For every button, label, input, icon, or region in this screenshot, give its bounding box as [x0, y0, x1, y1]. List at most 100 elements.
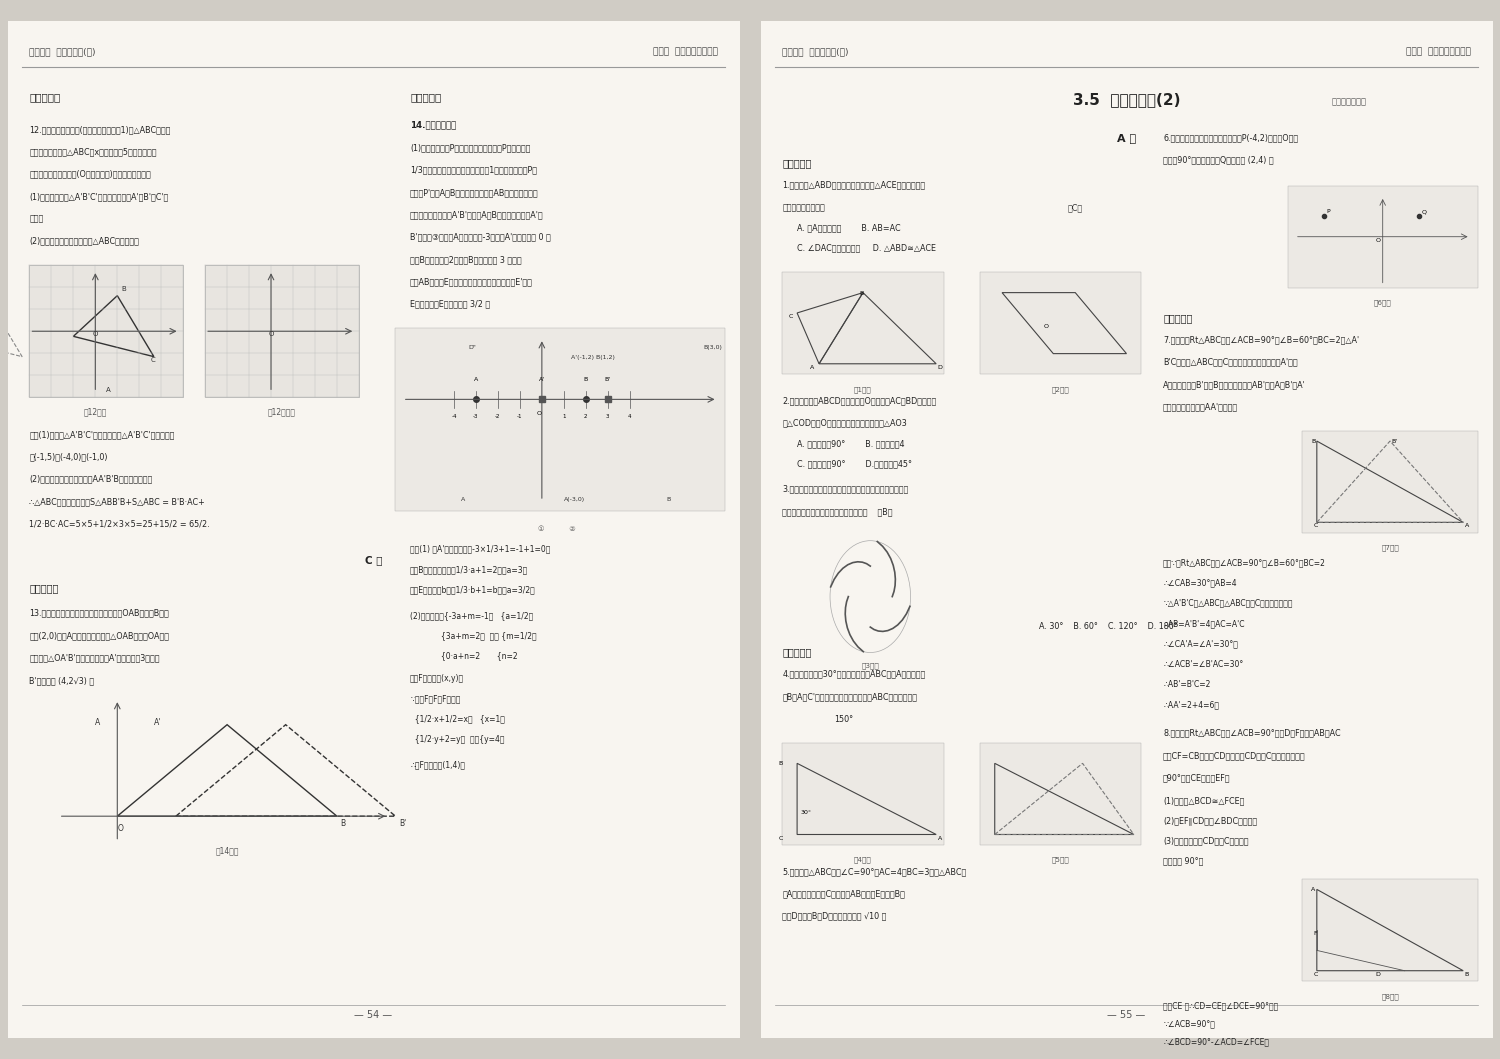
- Text: (2)由平移的性质可知，知边AA'B'B是平行四边形。: (2)由平移的性质可知，知边AA'B'B是平行四边形。: [30, 474, 153, 484]
- Text: C: C: [1312, 523, 1317, 528]
- Text: {1/2·x+1/2=x，   {x=1，: {1/2·x+1/2=x， {x=1，: [410, 715, 506, 723]
- Text: ∴AB'=B'C=2: ∴AB'=B'C=2: [1162, 680, 1210, 689]
- Text: 在同一条直线上，求AA'的长度。: 在同一条直线上，求AA'的长度。: [1162, 402, 1238, 411]
- Text: ∴∠CAB=30°，AB=4: ∴∠CAB=30°，AB=4: [1162, 578, 1236, 588]
- Text: 1/3，再把所得数对应的点向右平移1个单位，得到点P的: 1/3，再把所得数对应的点向右平移1个单位，得到点P的: [410, 165, 537, 175]
- Text: 5.如图，在△ABC中，∠C=90°，AC=4，BC=3，将△ABC绕: 5.如图，在△ABC中，∠C=90°，AC=4，BC=3，将△ABC绕: [783, 867, 966, 876]
- Text: 为(-1,5)、(-4,0)、(-1,0): 为(-1,5)、(-4,0)、(-1,0): [30, 452, 108, 462]
- Text: ∵△A'B'C与△ABC合△ABC是点C旋转时的关系列: ∵△A'B'C与△ABC合△ABC是点C旋转时的关系列: [1162, 598, 1293, 608]
- Text: {3a+m=2，  和解 {m=1/2，: {3a+m=2， 和解 {m=1/2，: [410, 631, 537, 640]
- Text: E重合，则点E表示的数是 3/2 。: E重合，则点E表示的数是 3/2 。: [410, 300, 491, 309]
- Bar: [1302, 879, 1478, 981]
- Text: B'C可以由△ABC绕点C顺时针旋转得到，其中点A'与点: B'C可以由△ABC绕点C顺时针旋转得到，其中点A'与点: [1162, 358, 1298, 366]
- Text: 针旋转90°，则其对应点Q的坐标为 (2,4) 。: 针旋转90°，则其对应点Q的坐标为 (2,4) 。: [1162, 156, 1274, 164]
- Text: C: C: [789, 315, 792, 319]
- Text: ∴△ABC扫过的面积等于S△ABB'B+S△ABC = B'B·AC+: ∴△ABC扫过的面积等于S△ABB'B+S△ABC = B'B·AC+: [30, 497, 206, 506]
- Text: D: D: [938, 365, 942, 370]
- Text: 13.如图，在平面直角坐标系中，正三角形OAB的顶点B的坐: 13.如图，在平面直角坐标系中，正三角形OAB的顶点B的坐: [30, 609, 170, 617]
- FancyBboxPatch shape: [8, 21, 740, 1038]
- Text: -4: -4: [452, 414, 458, 418]
- Text: 1.如图，将△ABD沿逆时针方向旋转到△ACE的位置，下列: 1.如图，将△ABD沿逆时针方向旋转到△ACE的位置，下列: [783, 181, 926, 190]
- Text: {1/2·y+2=y，  解得{y=4。: {1/2·y+2=y， 解得{y=4。: [410, 735, 504, 743]
- Text: O: O: [268, 331, 273, 338]
- Text: 4: 4: [628, 414, 632, 418]
- Text: ∴点F的重影点(1,4)。: ∴点F的重影点(1,4)。: [410, 760, 465, 769]
- Text: -3: -3: [472, 414, 478, 418]
- Text: O: O: [117, 825, 123, 833]
- Text: 向平移至△OA'B'的位置，此时点A'的横坐标为3，则点: 向平移至△OA'B'的位置，此时点A'的横坐标为3，则点: [30, 653, 160, 663]
- Text: 8.如图，在Rt△ABC中，∠ACB=90°，点D、F分别在AB、AC: 8.如图，在Rt△ABC中，∠ACB=90°，点D、F分别在AB、AC: [1162, 729, 1341, 738]
- Text: 则△COD绕点O经过下列哪种旋转可以得到△AO3: 则△COD绕点O经过下列哪种旋转可以得到△AO3: [783, 418, 908, 428]
- Text: ∴∠CA'A=∠A'=30°，: ∴∠CA'A=∠A'=30°，: [1162, 640, 1238, 648]
- Text: 7.如图，在Rt△ABC中，∠ACB=90°，∠B=60°，BC=2，△A': 7.如图，在Rt△ABC中，∠ACB=90°，∠B=60°，BC=2，△A': [1162, 336, 1359, 344]
- Text: A. 顺时针旋转90°        B. 顺时针旋转4: A. 顺时针旋转90° B. 顺时针旋转4: [796, 439, 904, 448]
- Text: ∴AA'=2+4=6。: ∴AA'=2+4=6。: [1162, 700, 1220, 710]
- Text: 1: 1: [562, 414, 566, 418]
- Text: B(3,0): B(3,0): [704, 344, 722, 349]
- Text: 第3题图: 第3题图: [861, 663, 879, 669]
- Text: 第5题图: 第5题图: [1052, 857, 1070, 863]
- Text: 第14题图: 第14题图: [216, 847, 238, 856]
- Text: ∵∠ACB=90°，: ∵∠ACB=90°，: [1162, 1020, 1215, 1028]
- Text: 二、解答题: 二、解答题: [30, 92, 60, 103]
- Text: C: C: [1312, 972, 1317, 976]
- Bar: [783, 743, 944, 845]
- Text: A: A: [938, 836, 942, 841]
- Text: ∴∠BCD=90°-∠ACD=∠FCE，: ∴∠BCD=90°-∠ACD=∠FCE，: [1162, 1038, 1269, 1046]
- Text: F: F: [1312, 931, 1317, 936]
- Text: B: B: [1311, 439, 1316, 444]
- Text: 第8题图: 第8题图: [1382, 993, 1400, 1000]
- Text: 4.如图，将一个含30°角的直角三角板ABC绕点A旋转，使得: 4.如图，将一个含30°角的直角三角板ABC绕点A旋转，使得: [783, 669, 926, 679]
- Text: C: C: [150, 357, 154, 363]
- Bar: [30, 265, 183, 397]
- Text: 6.如图，在平面直角坐标系中，将点P(-4,2)绕原点O顺时: 6.如图，在平面直角坐标系中，将点P(-4,2)绕原点O顺时: [1162, 133, 1298, 142]
- Text: 设点F的重影点(x,y)，: 设点F的重影点(x,y)，: [410, 674, 464, 683]
- Text: 点点E表示的数b：则1/3·b+1=b，得a=3/2。: 点点E表示的数b：则1/3·b+1=b，得a=3/2。: [410, 586, 536, 594]
- Text: （C）: （C）: [1068, 203, 1083, 212]
- Text: {0·a+n=2       {n=2: {0·a+n=2 {n=2: [410, 651, 518, 661]
- Text: 14.操作与探究。: 14.操作与探究。: [410, 121, 456, 130]
- Text: 第1题图: 第1题图: [853, 387, 871, 393]
- Text: 第三章  图形的平移与旋转: 第三章 图形的平移与旋转: [1406, 48, 1470, 57]
- Text: A. 30°    B. 60°    C. 120°    D. 180°: A. 30° B. 60° C. 120° D. 180°: [1038, 622, 1178, 631]
- Text: 3.5  回顾与思考(2): 3.5 回顾与思考(2): [1072, 92, 1180, 107]
- Text: 二、解答题: 二、解答题: [410, 92, 441, 103]
- Text: A: A: [96, 718, 100, 726]
- Text: 故得CE ，∴CD=CE，∠DCE=90°，又: 故得CE ，∴CD=CE，∠DCE=90°，又: [1162, 1001, 1278, 1010]
- Text: B'的坐标为 (4,2√3) 。: B'的坐标为 (4,2√3) 。: [30, 676, 94, 685]
- Text: ∴AB=A'B'=4，AC=A'C: ∴AB=A'B'=4，AC=A'C: [1162, 618, 1245, 628]
- Text: (3)延伸，若直线CD也点C逆顺时针: (3)延伸，若直线CD也点C逆顺时针: [1162, 837, 1248, 845]
- Text: 坐标：: 坐标：: [30, 214, 44, 223]
- Text: 点点B表示的数为：则1/3·a+1=2，得a=3；: 点点B表示的数为：则1/3·a+1=2，得a=3；: [410, 566, 528, 574]
- Bar: [1287, 186, 1478, 288]
- Text: B'，如图③，若点A表示的数是-3，则点A'表示的数是 0 ，: B'，如图③，若点A表示的数是-3，则点A'表示的数是 0 ，: [410, 233, 550, 241]
- Text: B': B': [604, 377, 610, 382]
- Text: O: O: [93, 331, 98, 338]
- Text: B: B: [584, 377, 588, 382]
- Text: B: B: [340, 820, 345, 828]
- Text: 一、选择题: 一、选择题: [783, 159, 812, 168]
- Text: (2)操作题是：{-3a+m=-1，   {a=1/2，: (2)操作题是：{-3a+m=-1， {a=1/2，: [410, 611, 534, 620]
- Text: 3: 3: [606, 414, 609, 418]
- Text: 第4题图: 第4题图: [853, 857, 871, 863]
- Text: 解：∵在Rt△ABC中，∠ACB=90°，∠B=60°，BC=2: 解：∵在Rt△ABC中，∠ACB=90°，∠B=60°，BC=2: [1162, 558, 1326, 567]
- Text: ①           ②: ① ②: [537, 526, 576, 533]
- Text: 二、填空题: 二、填空题: [783, 647, 812, 658]
- Text: 上，CF=CB，连接CD，将线段CD绕点C按顺时针方向旋: 上，CF=CB，连接CD，将线段CD绕点C按顺时针方向旋: [1162, 751, 1305, 760]
- Text: 根据所给的直角坐标系(O是坐标原点)，解答下列问题：: 根据所给的直角坐标系(O是坐标原点)，解答下列问题：: [30, 169, 152, 179]
- Bar: [980, 272, 1142, 374]
- Text: A 组: A 组: [1118, 133, 1136, 143]
- Text: (2)若EF∥CD，求∠BDC的度数。: (2)若EF∥CD，求∠BDC的度数。: [1162, 816, 1257, 825]
- Text: ∴∠ACB'=∠B'AC=30°: ∴∠ACB'=∠B'AC=30°: [1162, 660, 1244, 668]
- Text: D: D: [1376, 972, 1380, 976]
- Text: ∵对点F与F是F重合，: ∵对点F与F是F重合，: [410, 695, 460, 703]
- Text: B': B': [399, 820, 406, 828]
- Text: A: A: [1464, 523, 1468, 528]
- Text: 第三章  图形的平移与旋转: 第三章 图形的平移与旋转: [652, 48, 717, 57]
- Text: 方向旋转 90°，: 方向旋转 90°，: [1162, 857, 1203, 866]
- Text: (1)画出平移后的△A'B'C'，并直接写出点A'、B'、C'的: (1)画出平移后的△A'B'C'，并直接写出点A'、B'、C'的: [30, 192, 168, 201]
- Text: 线段AB上的点E经过上述操作后得到的对应点为E'与点: 线段AB上的点E经过上述操作后得到的对应点为E'与点: [410, 277, 532, 286]
- Text: C: C: [778, 836, 783, 841]
- Text: (1)对数轴上的点P进行如下操作：先把点P表示的数乘: (1)对数轴上的点P进行如下操作：先把点P表示的数乘: [410, 143, 531, 152]
- Bar: [783, 272, 944, 374]
